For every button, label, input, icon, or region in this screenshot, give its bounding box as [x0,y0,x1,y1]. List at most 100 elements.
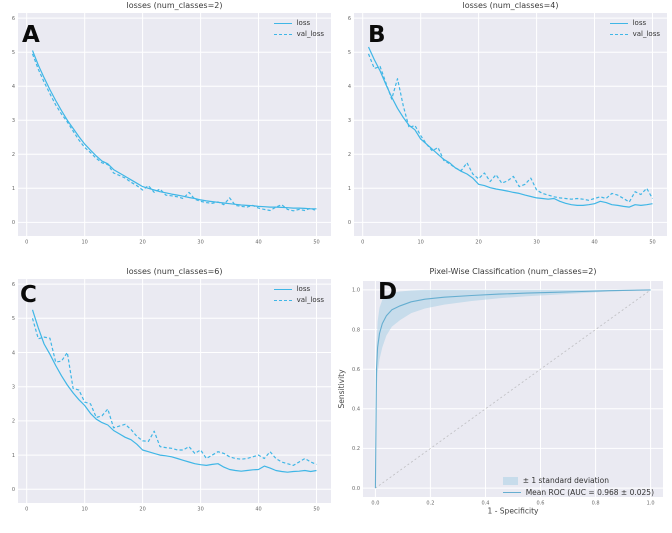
legend-item-val_loss: val_loss [273,30,324,38]
val_loss-line [367,53,654,203]
loss-line [31,309,317,473]
x-tick-label: 20 [475,240,481,246]
y-tick-label: 0.4 [352,407,360,413]
x-tick-label: 20 [139,507,145,513]
y-tick-label: 3 [12,118,15,124]
y-tick-label: 5 [12,316,15,322]
x-tick-label: 0 [25,507,28,513]
x-tick-label: 0 [25,240,28,246]
roc-chart: 0.0 0.2 0.4 0.6 0.8 1.0 0.0 0.2 0.4 0.6 0.8 1.0 1 - … [337,281,663,516]
y-tick-label: 5 [12,50,15,56]
y-tick-label: 5 [348,50,351,56]
y-tick-label: 2 [348,152,351,158]
y-axis-label: Sensitivity [337,369,346,409]
legend-swatch-solid-icon [273,288,292,290]
plot-area [354,13,667,236]
x-tick-label: 30 [197,240,203,246]
y-tick-label: 2 [12,152,15,158]
legend-item-loss: loss [273,19,324,27]
panel-letter-d: D [378,279,398,305]
panel-letter-c: C [20,282,37,308]
x-tick-label: 30 [197,507,203,513]
y-tick-label: 1 [348,186,351,192]
legend-swatch-dashed-icon [273,33,292,35]
legend-item-loss: loss [273,285,324,293]
legend-2: loss val_loss [273,285,324,304]
panel-letter-a: A [22,22,40,48]
x-tick-label: 40 [255,507,261,513]
x-axis-label: 1 - Specificity [488,507,539,516]
x-tick-label: 40 [591,240,597,246]
plot-area [363,281,663,497]
legend-3: ± 1 standard deviation Mean ROC (AUC = 0.… [502,476,654,497]
panel-title-1: losses (num_classes=4) [462,1,559,10]
legend-item-std_band: ± 1 standard deviation [502,476,654,485]
x-tick-label: 40 [255,240,261,246]
x-tick-label: 10 [82,507,88,513]
y-tick-label: 0 [12,220,15,226]
panel-losses-6: 0 10 20 30 40 50 0 1 2 3 4 5 6 losses (num_classes=6… [0,266,336,533]
loss-line [31,50,317,210]
x-tick-label: 30 [533,240,539,246]
loss-chart-4: 0 10 20 30 40 50 0 1 2 3 4 5 6 [348,13,667,246]
panel-roc: 0.0 0.2 0.4 0.6 0.8 1.0 0.0 0.2 0.4 0.6 0.8 1.0 1 - … [336,266,672,533]
legend-label: Mean ROC (AUC = 0.968 ± 0.025) [525,488,654,497]
x-tick-label: 10 [418,240,424,246]
y-tick-label: 4 [348,84,351,90]
legend-swatch-band-icon [502,476,518,485]
y-tick-label: 4 [12,350,15,356]
legend-label: val_loss [632,30,660,38]
legend-swatch-solid-icon [609,22,628,24]
chance-line [375,289,651,489]
loss-chart-2: 0 10 20 30 40 50 0 1 2 3 4 5 6 [12,13,331,246]
legend-label: val_loss [296,296,324,304]
y-tick-label: 3 [12,385,15,391]
legend-label: ± 1 standard deviation [522,476,610,485]
panel-title-2: losses (num_classes=6) [126,267,223,276]
y-tick-label: 3 [348,118,351,124]
x-tick-label: 0.0 [371,501,379,507]
y-tick-label: 0.6 [352,367,360,373]
y-tick-label: 1 [12,186,15,192]
y-tick-label: 2 [12,419,15,425]
y-tick-label: 6 [12,282,15,288]
legend-swatch-dashed-icon [609,33,628,35]
y-tick-label: 6 [12,16,15,22]
x-tick-label: 20 [139,240,145,246]
x-tick-label: 0.4 [482,501,490,507]
legend-swatch-solid-icon [502,492,521,493]
legend-swatch-dashed-icon [273,299,292,301]
y-tick-label: 1.0 [352,288,360,294]
legend-label: val_loss [296,30,324,38]
legend-0: loss val_loss [273,19,324,38]
legend-item-mean_roc: Mean ROC (AUC = 0.968 ± 0.025) [502,488,654,497]
panel-title-0: losses (num_classes=2) [126,1,223,10]
legend-item-val_loss: val_loss [273,296,324,304]
y-tick-label: 0 [348,220,351,226]
legend-label: loss [632,19,647,27]
x-tick-label: 10 [82,240,88,246]
loss-chart-6: 0 10 20 30 40 50 0 1 2 3 4 5 6 [12,279,331,513]
std_band-band [375,289,651,489]
y-tick-label: 0 [12,487,15,493]
mean_roc-line [374,289,651,489]
panel-title-3: Pixel-Wise Classification (num_classes=2… [429,267,597,276]
plot-area [18,279,331,503]
legend-label: loss [296,285,311,293]
val_loss-line [31,318,317,466]
val_loss-line [31,53,317,212]
legend-label: loss [296,19,311,27]
legend-item-loss: loss [609,19,660,27]
y-tick-label: 0.8 [352,327,360,333]
y-tick-label: 6 [348,16,351,22]
legend-item-val_loss: val_loss [609,30,660,38]
x-tick-label: 0.6 [537,501,545,507]
y-tick-label: 1 [12,453,15,459]
x-tick-label: 0.8 [592,501,600,507]
x-tick-label: 0 [361,240,364,246]
y-tick-label: 4 [12,84,15,90]
x-tick-label: 1.0 [647,501,655,507]
panel-losses-4: 0 10 20 30 40 50 0 1 2 3 4 5 6 losses (num_classes=4… [336,0,672,266]
x-tick-label: 50 [313,240,319,246]
